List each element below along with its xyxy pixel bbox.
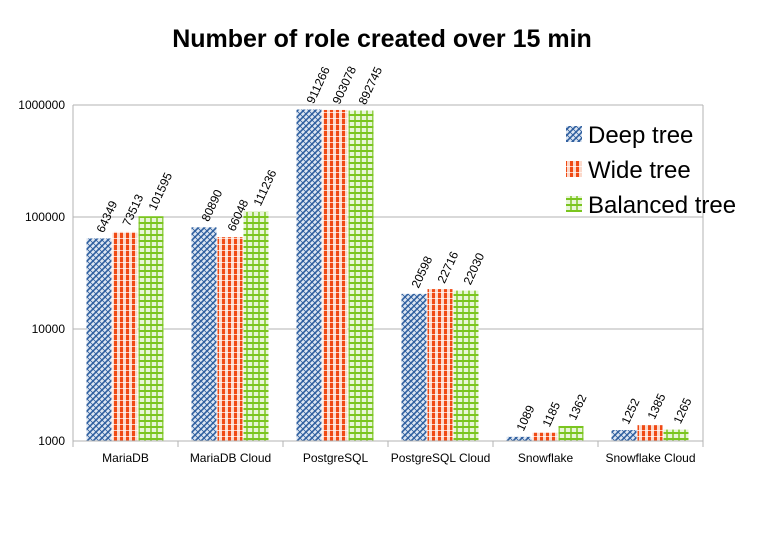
bar-deep-tree [191,227,217,441]
y-tick-label: 1000 [38,434,65,448]
data-label: 1089 [514,403,538,433]
x-tick-label: MariaDB [102,451,149,465]
data-label: 892745 [356,64,386,107]
bar-wide-tree [217,237,243,441]
data-label: 1265 [671,395,695,425]
bar-wide-tree [637,425,663,441]
bar-deep-tree [86,238,112,441]
chart-title: Number of role created over 15 min [172,25,592,53]
bar-wide-tree [112,231,138,441]
x-tick-label: PostgreSQL [303,451,369,465]
bar-balanced-tree [453,290,479,441]
bar-deep-tree [296,109,322,441]
y-tick-label: 10000 [32,322,66,336]
legend: Deep tree Wide tree Balanced tree [566,122,736,219]
x-tick-label: Snowflake [518,451,574,465]
legend-swatch [566,161,582,177]
bar-balanced-tree [243,211,269,441]
x-tick-label: Snowflake Cloud [605,451,695,465]
bar-balanced-tree [558,425,584,441]
y-tick-label: 1000000 [18,98,65,112]
bar-balanced-tree [348,110,374,442]
data-label: 1185 [540,399,564,429]
data-label: 22716 [435,249,462,285]
x-tick-label: PostgreSQL Cloud [391,451,491,465]
bar-wide-tree [322,109,348,441]
y-tick-label: 100000 [25,210,65,224]
data-label: 64349 [94,198,121,234]
data-label: 101595 [146,170,176,213]
bar-deep-tree [401,293,427,441]
legend-label: Balanced tree [588,192,736,219]
data-label: 22030 [461,250,488,286]
data-label: 20598 [409,254,436,290]
data-label: 911266 [304,64,333,106]
legend-label: Deep tree [588,122,693,149]
bar-deep-tree [506,436,532,441]
bar-wide-tree [532,432,558,441]
bar-deep-tree [611,430,637,441]
data-label: 1252 [619,396,643,426]
data-label: 1385 [645,391,669,421]
data-label: 1362 [566,392,590,422]
x-tick-label: MariaDB Cloud [190,451,271,465]
legend-swatch [566,196,582,212]
data-label: 903078 [330,64,360,107]
legend-label: Wide tree [588,157,691,184]
bar-balanced-tree [663,429,689,441]
legend-swatch [566,126,582,142]
data-label: 80890 [199,187,226,223]
bar-balanced-tree [138,216,164,441]
bar-wide-tree [427,289,453,441]
data-label: 111236 [251,167,280,208]
